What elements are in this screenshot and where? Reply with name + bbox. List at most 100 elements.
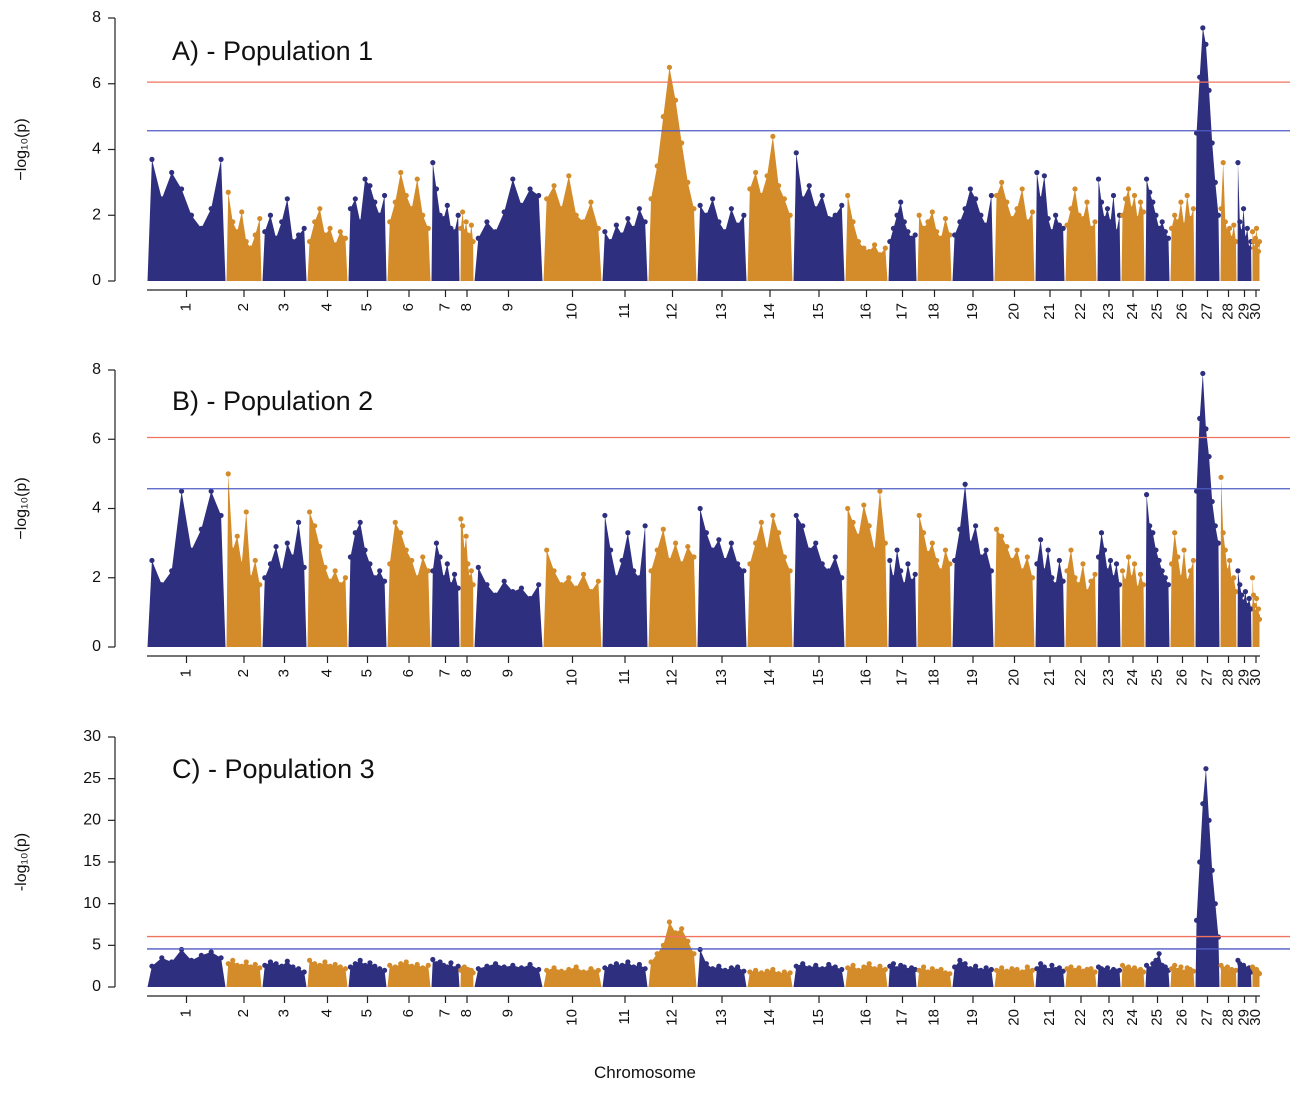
- snp-point: [1143, 176, 1150, 182]
- snp-point: [312, 523, 318, 529]
- snp-point: [518, 202, 525, 208]
- snp-point: [1140, 582, 1147, 588]
- signal-cloud: [697, 508, 747, 647]
- x-tick-label: 19: [964, 669, 981, 686]
- x-tick-label: 27: [1198, 669, 1215, 686]
- snp-point: [967, 540, 973, 546]
- snp-point: [1156, 557, 1162, 564]
- snp-point: [467, 575, 473, 581]
- snp-point: [1064, 222, 1070, 228]
- snp-point: [636, 961, 642, 968]
- signal-cloud: [1237, 570, 1252, 647]
- snp-point: [1200, 370, 1206, 377]
- snp-point: [1068, 547, 1074, 553]
- snp-point: [468, 222, 474, 228]
- snp-point: [332, 568, 338, 574]
- signal-cloud: [226, 473, 262, 647]
- x-tick-label: 6: [400, 303, 417, 311]
- snp-point: [901, 964, 907, 970]
- y-tick-label: 30: [83, 728, 101, 745]
- snp-point: [1222, 547, 1228, 553]
- signal-cloud: [888, 202, 917, 281]
- snp-point: [398, 530, 404, 536]
- x-tick-label: 14: [761, 303, 778, 320]
- snp-point: [703, 961, 709, 967]
- snp-point: [947, 232, 953, 238]
- signal-cloud: [994, 529, 1035, 647]
- snp-point: [877, 252, 883, 258]
- snp-point: [551, 965, 557, 971]
- x-tick-label: 20: [1005, 1009, 1022, 1026]
- snp-point: [1131, 192, 1138, 199]
- snp-point: [467, 235, 473, 241]
- snp-point: [793, 512, 799, 519]
- snp-point: [938, 568, 944, 574]
- snp-point: [301, 969, 307, 975]
- x-tick-label: 19: [964, 303, 981, 320]
- snp-point: [239, 963, 245, 969]
- snp-point: [905, 967, 911, 973]
- snp-point: [225, 189, 231, 195]
- snp-point: [642, 523, 648, 529]
- snp-point: [793, 963, 799, 969]
- snp-point: [1156, 951, 1162, 957]
- snp-point: [470, 582, 476, 588]
- snp-point: [1034, 561, 1040, 567]
- snp-point: [1128, 575, 1135, 581]
- snp-point: [845, 965, 851, 971]
- snp-point: [433, 186, 440, 192]
- snp-point: [451, 571, 458, 577]
- snp-point: [967, 186, 973, 192]
- snp-point: [1147, 966, 1153, 972]
- x-tick-label: 7: [436, 669, 453, 677]
- snp-point: [595, 578, 601, 584]
- snp-point: [642, 966, 648, 972]
- snp-point: [747, 186, 753, 192]
- snp-point: [978, 212, 984, 218]
- x-tick-label: 25: [1148, 303, 1165, 320]
- snp-point: [993, 192, 1000, 199]
- snp-point: [414, 176, 420, 182]
- snp-point: [262, 229, 268, 235]
- snp-point: [916, 967, 922, 973]
- snp-point: [536, 966, 542, 973]
- signal-cloud: [147, 949, 226, 987]
- snp-point: [1256, 238, 1263, 245]
- snp-point: [728, 206, 734, 212]
- x-tick-label: 1: [177, 303, 194, 311]
- snp-point: [703, 530, 709, 536]
- snp-point: [753, 967, 759, 973]
- snp-point: [722, 557, 728, 564]
- snp-point: [832, 212, 838, 218]
- signal-cloud: [793, 152, 845, 281]
- snp-point: [952, 232, 958, 238]
- snp-point: [735, 964, 741, 970]
- snp-point: [337, 229, 343, 235]
- y-tick-label: 0: [92, 638, 101, 655]
- snp-point: [916, 512, 922, 519]
- x-tick-label: 3: [275, 1009, 292, 1017]
- snp-point: [866, 248, 872, 255]
- snp-point: [871, 242, 878, 248]
- snp-point: [1104, 568, 1111, 574]
- snp-point: [1184, 578, 1190, 584]
- snp-point: [470, 238, 476, 245]
- snp-point: [230, 219, 236, 225]
- snp-point: [839, 575, 845, 581]
- snp-point: [1153, 547, 1159, 553]
- snp-point: [243, 238, 249, 245]
- snp-point: [988, 568, 994, 574]
- snp-point: [619, 962, 625, 968]
- snp-point: [776, 183, 782, 189]
- snp-point: [1076, 582, 1082, 588]
- snp-point: [710, 547, 716, 553]
- x-tick-label: 13: [713, 669, 730, 686]
- signal-cloud: [648, 922, 697, 987]
- snp-point: [1168, 561, 1175, 567]
- signal-cloud: [307, 208, 348, 281]
- panel-title: C) - Population 3: [172, 754, 375, 784]
- snp-point: [1004, 199, 1010, 205]
- snp-point: [908, 235, 915, 241]
- snp-point: [716, 219, 722, 225]
- x-tick-label: 16: [857, 669, 874, 686]
